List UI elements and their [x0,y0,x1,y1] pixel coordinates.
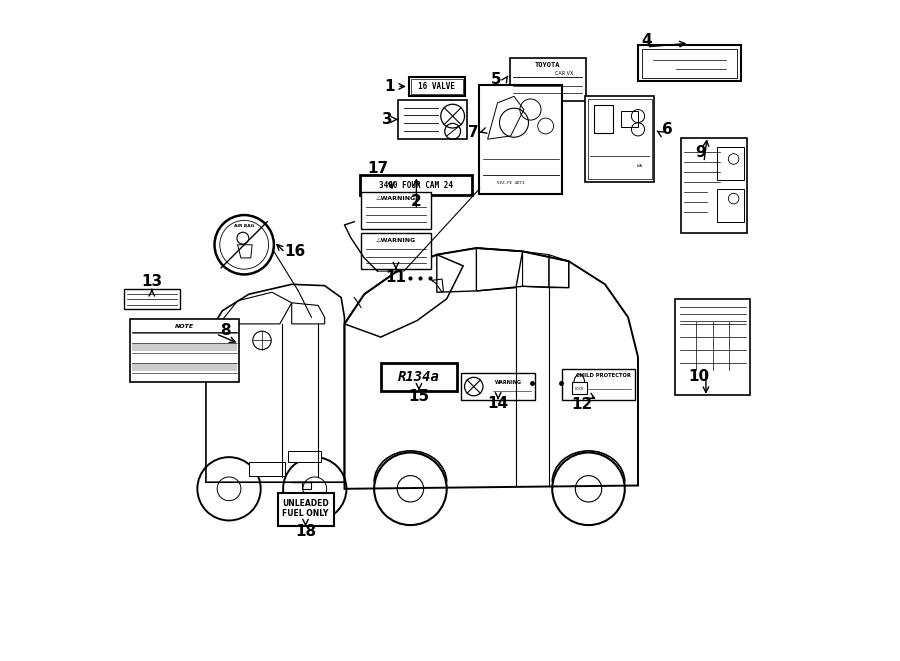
Bar [717,188,743,221]
Bar [248,463,285,476]
Text: ⚠WARNING: ⚠WARNING [376,196,416,201]
Bar [622,111,638,128]
Text: 3: 3 [382,112,392,127]
Bar [562,369,634,401]
Bar [130,319,239,381]
Text: 11: 11 [385,270,407,286]
Bar [361,192,431,229]
Text: CHILD PROTECTOR: CHILD PROTECTOR [576,373,631,378]
Text: WA: WA [637,163,642,168]
Text: 7: 7 [468,125,479,140]
Bar [288,451,321,463]
Bar [638,45,741,81]
Bar [398,100,467,139]
Text: 16: 16 [284,244,306,259]
Bar [132,343,238,351]
Bar [410,79,463,94]
Text: FUEL ONLY: FUEL ONLY [283,510,328,518]
Text: UNLEADED: UNLEADED [283,499,328,508]
Text: 12: 12 [572,397,592,412]
Text: 9: 9 [696,145,706,160]
Text: 2: 2 [411,194,422,209]
Bar [588,99,652,179]
Bar [717,147,743,180]
Text: 17: 17 [367,161,388,176]
Text: 6: 6 [662,122,673,137]
Bar [132,373,238,381]
Text: 3400 FOUR CAM 24: 3400 FOUR CAM 24 [380,181,454,190]
Text: 5: 5 [491,72,501,87]
Text: AIR BAG: AIR BAG [234,224,255,228]
Text: R134a: R134a [398,369,440,383]
Bar [509,58,586,101]
Bar [381,363,457,391]
Bar [675,299,751,395]
Text: 16 VALVE: 16 VALVE [418,82,455,91]
Text: 4: 4 [642,33,652,48]
Text: 5VZ-FE 4DT3: 5VZ-FE 4DT3 [497,180,525,184]
Bar [361,233,431,270]
Text: TOYOTA: TOYOTA [535,62,561,68]
Bar [277,493,334,526]
Bar [132,333,238,341]
Bar [681,137,747,233]
Bar [572,382,587,394]
Bar [132,363,238,371]
Bar [132,353,238,361]
Text: NOTE: NOTE [176,324,194,329]
Text: 14: 14 [488,395,508,410]
Text: LOCK: LOCK [574,387,584,391]
Text: ⚠WARNING: ⚠WARNING [376,239,416,243]
Bar [461,373,536,400]
Text: 15: 15 [409,389,429,404]
Text: 1: 1 [384,79,394,94]
Bar [360,175,472,195]
Text: 18: 18 [295,524,316,539]
Bar [595,105,613,133]
Bar [585,97,654,182]
Bar [480,85,562,194]
Text: 8: 8 [220,323,231,338]
Bar [409,77,464,96]
Text: 10: 10 [688,369,710,384]
Text: WARNING: WARNING [494,380,521,385]
Bar [642,48,737,78]
Bar [124,289,180,309]
Text: 13: 13 [141,274,162,289]
Text: CAR VX: CAR VX [555,71,573,76]
